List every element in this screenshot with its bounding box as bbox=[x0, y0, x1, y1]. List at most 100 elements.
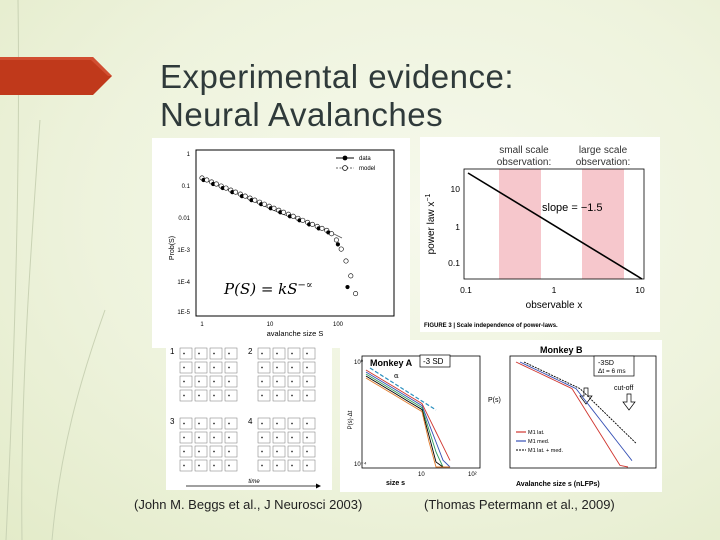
electrode-frame bbox=[209, 347, 223, 360]
model-point bbox=[252, 197, 258, 203]
equation-text: P(S) = kS bbox=[223, 280, 298, 298]
electrode-dot bbox=[261, 450, 263, 453]
electrode-frame bbox=[302, 459, 316, 472]
electrode-frame bbox=[194, 445, 208, 458]
caption-petermann: (Thomas Petermann et al., 2009) bbox=[424, 497, 615, 512]
monkey-b-threshold-box bbox=[593, 355, 635, 377]
electrode-frame bbox=[272, 459, 286, 472]
electrode-dot bbox=[291, 450, 293, 453]
electrode-frame bbox=[257, 431, 271, 444]
electrode-frame bbox=[224, 459, 238, 472]
electrode-dot bbox=[228, 464, 230, 467]
electrode-dot bbox=[276, 366, 278, 369]
electrode-frame bbox=[287, 445, 301, 458]
monkey-a-threshold-box bbox=[419, 354, 451, 368]
cutoff-arrow-icon bbox=[579, 387, 593, 405]
cutoff-label: cut-off bbox=[614, 385, 633, 392]
equation-exponent: −∝ bbox=[298, 280, 313, 291]
monkey-a-frame bbox=[361, 355, 481, 469]
electrode-dot bbox=[228, 380, 230, 383]
electrode-dot bbox=[306, 450, 308, 453]
electrode-dot bbox=[306, 352, 308, 355]
x-tick-label: 10 bbox=[267, 322, 274, 328]
electrode-frame bbox=[272, 417, 286, 430]
electrode-frame bbox=[302, 361, 316, 374]
figure-footer: FIGURE 3 | Scale independence of power-l… bbox=[424, 323, 558, 329]
series-line bbox=[515, 361, 629, 468]
electrode-dot bbox=[306, 380, 308, 383]
electrode-dot bbox=[183, 380, 185, 383]
electrode-dot bbox=[276, 352, 278, 355]
electrode-dot bbox=[213, 422, 215, 425]
figure-scale-independence: small scale observation: large scale obs… bbox=[420, 137, 660, 332]
monkey-a-series bbox=[365, 369, 451, 468]
electrode-frame bbox=[209, 431, 223, 444]
monkey-a-threshold: -3 SD bbox=[423, 357, 444, 366]
y-tick-label: 10 bbox=[451, 184, 461, 194]
electrode-dot bbox=[228, 352, 230, 355]
electrode-frame bbox=[257, 445, 271, 458]
electrode-dot bbox=[228, 436, 230, 439]
electrode-dot bbox=[183, 450, 185, 453]
monkey-a-title: Monkey A bbox=[370, 358, 413, 368]
electrode-dot bbox=[276, 464, 278, 467]
electrode-frame bbox=[224, 347, 238, 360]
electrode-frame bbox=[224, 361, 238, 374]
title-line-1: Experimental evidence: bbox=[160, 58, 515, 95]
model-point bbox=[290, 213, 296, 219]
model-point bbox=[338, 246, 344, 252]
electrode-dot bbox=[198, 450, 200, 453]
electrode-dot bbox=[198, 394, 200, 397]
alpha-label: α bbox=[394, 372, 399, 380]
electrode-dot bbox=[276, 450, 278, 453]
electrode-dot bbox=[306, 394, 308, 397]
electrode-dot bbox=[183, 422, 185, 425]
x-axis-label: observable x bbox=[526, 300, 583, 311]
electrode-frame bbox=[302, 431, 316, 444]
small-scale-label-2: observation: bbox=[497, 157, 551, 168]
electrode-frame bbox=[194, 459, 208, 472]
electrode-dot bbox=[276, 436, 278, 439]
electrode-dot bbox=[183, 366, 185, 369]
large-scale-region bbox=[582, 169, 624, 279]
model-point bbox=[204, 177, 210, 183]
electrode-frame bbox=[302, 347, 316, 360]
electrode-frame bbox=[209, 417, 223, 430]
x-tick-label: 1 bbox=[552, 285, 557, 295]
model-point bbox=[343, 258, 349, 264]
power-law-equation: P(S) = kS−∝ bbox=[223, 280, 313, 298]
electrode-dot bbox=[261, 380, 263, 383]
electrode-frame bbox=[257, 459, 271, 472]
small-scale-label: small scale bbox=[499, 145, 549, 156]
electrode-frame bbox=[209, 459, 223, 472]
electrode-frame bbox=[194, 417, 208, 430]
electrode-frame bbox=[272, 347, 286, 360]
y-tick-label: 0.1 bbox=[182, 184, 191, 190]
electrode-frame bbox=[209, 375, 223, 388]
time-label: time bbox=[248, 479, 260, 485]
model-point bbox=[329, 231, 335, 237]
y-axis-label: Prob(S) bbox=[169, 236, 176, 260]
y-axis-label-exp: −1 bbox=[425, 193, 432, 201]
model-point bbox=[213, 181, 219, 187]
x-tick-label: 0.1 bbox=[460, 285, 472, 295]
electrode-frame bbox=[302, 389, 316, 402]
monkey-b-dt: Δt = 6 ms bbox=[598, 368, 626, 375]
electrode-dot bbox=[261, 352, 263, 355]
model-point bbox=[242, 193, 248, 199]
y-tick-label: 0.1 bbox=[448, 258, 460, 268]
monkey-b-legend: M1 lat. M1 med. M1 lat. + med. bbox=[516, 430, 563, 454]
model-point bbox=[261, 201, 267, 207]
legend-item: M1 lat. bbox=[528, 430, 545, 436]
electrode-dot bbox=[183, 352, 185, 355]
series-line bbox=[365, 371, 451, 468]
electrode-frame bbox=[287, 361, 301, 374]
panel-label: 4 bbox=[248, 417, 253, 426]
electrode-frame bbox=[272, 361, 286, 374]
x-axis-label: avalanche size S bbox=[267, 329, 324, 338]
y-tick-label: 1E-4 bbox=[177, 280, 190, 286]
electrode-frame bbox=[194, 389, 208, 402]
tick-label: 10⁰ bbox=[354, 359, 364, 366]
electrode-frame bbox=[224, 431, 238, 444]
electrode-dot bbox=[306, 422, 308, 425]
